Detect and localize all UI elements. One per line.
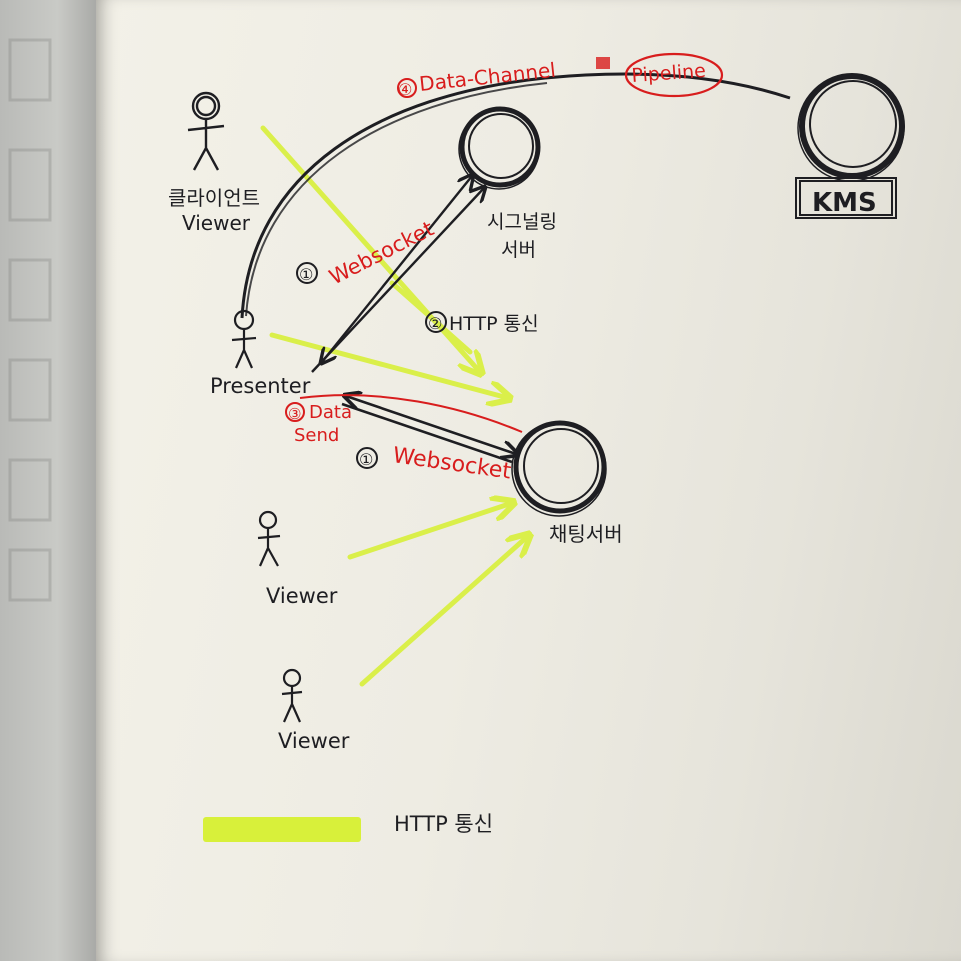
kms-label: KMS bbox=[812, 188, 877, 218]
kms-box bbox=[795, 177, 897, 219]
http-arrow-presenter-signaling bbox=[311, 188, 484, 373]
left-notebook-page bbox=[0, 0, 96, 961]
websocket-chat-label: Websocket bbox=[391, 443, 513, 484]
websocket-arrow-presenter-chat bbox=[346, 396, 516, 454]
data-send-red-line bbox=[299, 394, 523, 433]
websocket-signaling-label: Websocket bbox=[325, 216, 437, 289]
legend-http-swatch bbox=[203, 817, 361, 842]
data-channel-arc-stroke-2 bbox=[245, 82, 548, 317]
step-1-marker-signaling bbox=[296, 262, 318, 284]
signaling-server-label-1: 시그널링 bbox=[487, 211, 557, 233]
viewer-1-label: Viewer bbox=[266, 584, 338, 608]
legend-http-label: HTTP 통신 bbox=[394, 812, 493, 836]
http-arrow-viewer1-to-chat bbox=[347, 503, 512, 560]
presenter-label: Presenter bbox=[210, 374, 311, 398]
faded-grid-marks bbox=[8, 38, 52, 602]
client-viewer-figure bbox=[187, 91, 225, 171]
step-3-number: ③ bbox=[288, 405, 301, 423]
chat-server-node bbox=[511, 420, 607, 517]
client-viewer-label: Viewer bbox=[182, 211, 251, 235]
step-2-marker bbox=[425, 311, 447, 333]
step-2-number: ② bbox=[428, 314, 442, 333]
data-send-label-2: Send bbox=[294, 425, 339, 446]
step-1-number-chat: ① bbox=[359, 450, 373, 469]
client-label: 클라이언트 bbox=[168, 186, 260, 210]
step-1-number-signaling: ① bbox=[299, 265, 313, 284]
http-arrow-viewer2-to-chat bbox=[359, 536, 528, 687]
kms-node bbox=[797, 73, 905, 182]
step-3-marker bbox=[285, 402, 305, 422]
signaling-server-label-2: 서버 bbox=[501, 239, 536, 261]
websocket-arrow-presenter-chat-2 bbox=[341, 402, 513, 464]
pipeline-highlight-ellipse bbox=[624, 52, 724, 98]
data-send-label-1: Data bbox=[309, 402, 352, 423]
viewer-2-label: Viewer bbox=[278, 729, 350, 753]
step-4-number: ④ bbox=[398, 80, 412, 99]
viewer-2-figure bbox=[281, 668, 303, 723]
scribble-mark bbox=[596, 57, 610, 69]
pipeline-label: Pipeline bbox=[631, 60, 707, 87]
chat-server-label: 채팅서버 bbox=[549, 522, 623, 546]
step-4-marker bbox=[397, 78, 417, 98]
viewer-1-figure bbox=[257, 510, 281, 567]
signaling-server-node bbox=[458, 106, 541, 190]
websocket-arrow-presenter-signaling bbox=[322, 176, 472, 362]
step-1-marker-chat bbox=[356, 447, 378, 469]
http-signaling-label: HTTP 통신 bbox=[449, 313, 539, 335]
presenter-figure bbox=[231, 309, 257, 369]
data-channel-arc bbox=[240, 72, 791, 319]
data-channel-label: Data-Channel bbox=[418, 58, 557, 96]
